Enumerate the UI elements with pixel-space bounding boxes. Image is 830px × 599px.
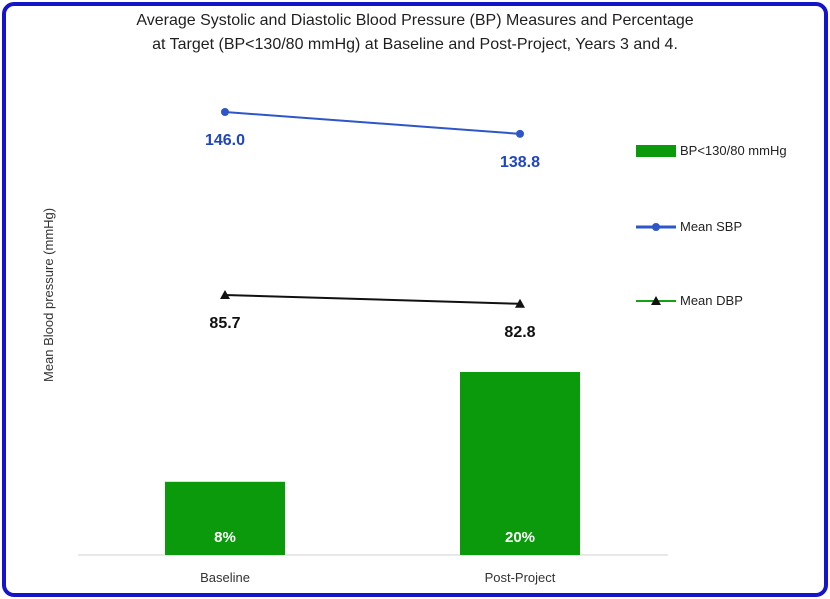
bar-post-project [460, 372, 580, 555]
title-line-2: at Target (BP<130/80 mmHg) at Baseline a… [152, 36, 678, 53]
bar-baseline [165, 481, 285, 555]
line-sbp [224, 111, 521, 135]
legend-label-sbp: Mean SBP [680, 219, 743, 234]
bar-data-label: 8% [214, 529, 236, 546]
chart-title: Average Systolic and Diastolic Blood Pre… [0, 9, 830, 57]
dbp-point [220, 290, 230, 299]
sbp-data-label: 146.0 [205, 132, 245, 149]
x-tick-label: Post-Project [485, 570, 556, 585]
sbp-point [516, 129, 524, 138]
x-tick-label: Baseline [200, 570, 250, 585]
legend-swatch-bars [636, 145, 676, 157]
legend-marker-dbp [651, 296, 661, 305]
dbp-data-label: 85.7 [209, 315, 240, 332]
sbp-point [221, 108, 229, 116]
line-dbp [224, 294, 521, 305]
legend-label-dbp: Mean DBP [680, 293, 743, 308]
dbp-data-label: 82.8 [504, 324, 535, 341]
legend-label-bars: BP<130/80 mmHg [680, 143, 787, 158]
sbp-data-label: 138.8 [500, 154, 540, 171]
dbp-point [515, 298, 525, 308]
title-line-1: Average Systolic and Diastolic Blood Pre… [136, 12, 694, 29]
legend-marker-sbp [652, 223, 660, 231]
bar-data-label: 20% [505, 529, 535, 546]
